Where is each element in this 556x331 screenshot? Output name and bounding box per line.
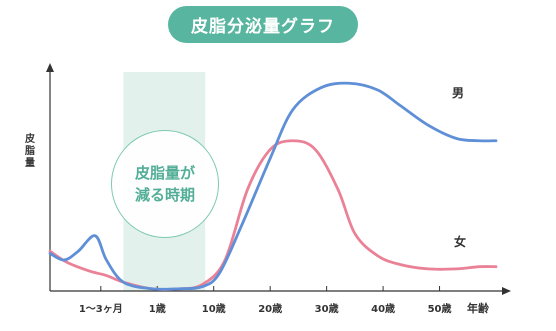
annotation-line-1: 皮脂量が — [134, 164, 195, 182]
x-tick-label: 10歳 — [201, 304, 226, 315]
x-tick-label: 40歳 — [371, 304, 396, 315]
series-label-male: 男 — [452, 86, 465, 100]
y-axis-label: 皮脂量 — [25, 134, 35, 169]
y-axis-arrow — [46, 63, 54, 72]
series-line-female — [48, 139, 498, 291]
annotation-line-2: 減る時期 — [134, 186, 195, 204]
series-line-male — [48, 81, 498, 291]
x-axis-label: 年齢 — [467, 302, 489, 315]
x-tick-label: 1歳 — [148, 304, 166, 315]
x-tick-label: 20歳 — [258, 304, 283, 315]
x-tick-label: 1〜3ヶ月 — [78, 304, 123, 315]
x-tick-label: 50歳 — [427, 304, 452, 315]
x-axis-arrow — [502, 287, 511, 295]
series-label-female: 女 — [454, 235, 467, 249]
x-tick-marks — [100, 286, 441, 291]
reduction-period-annotation: 皮脂量が 減る時期 — [111, 130, 219, 238]
x-tick-label: 30歳 — [314, 304, 339, 315]
chart-title: 皮脂分泌量グラフ — [168, 6, 358, 43]
